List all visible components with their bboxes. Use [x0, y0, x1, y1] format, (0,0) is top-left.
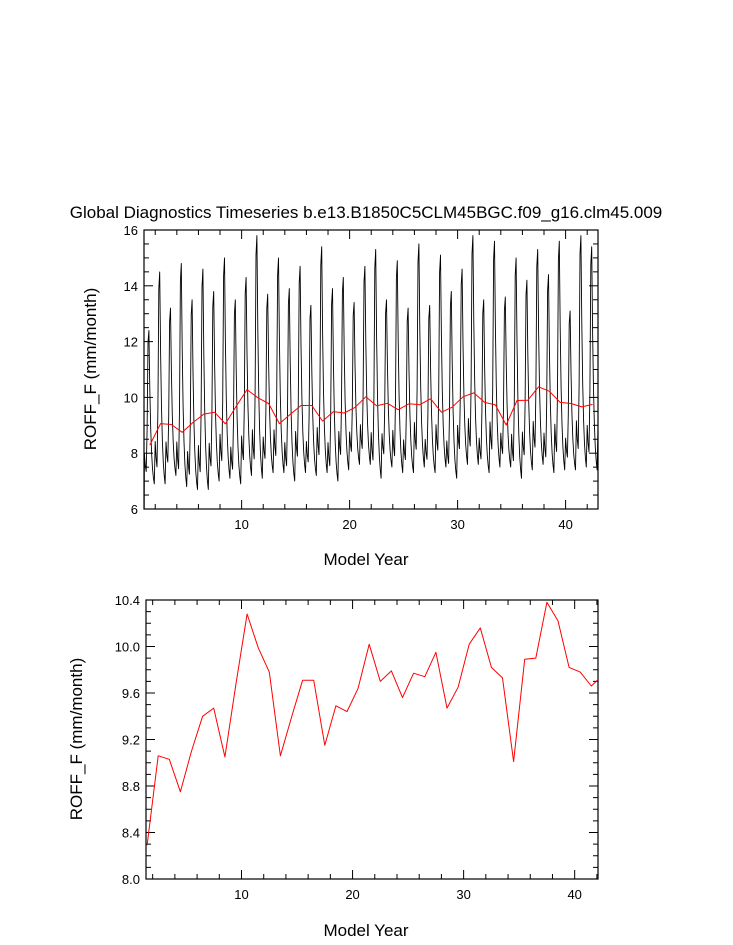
bottom-panel: 8.0 8.4 8.8 9.2 9.6 10.0 10.4 10 20 30 40 Model Ye…	[67, 593, 599, 940]
top-panel: Global Diagnostics Timeseries b.e13.B185…	[70, 203, 663, 569]
bottom-y-tick-label: 8.8	[122, 779, 140, 794]
bottom-y-tick-label: 9.2	[122, 733, 140, 748]
bottom-y-tick-label: 9.6	[122, 686, 140, 701]
top-y-tick-label: 16	[124, 223, 138, 238]
bottom-y-tick-label: 10.0	[115, 640, 140, 655]
bottom-x-tick-label: 20	[345, 887, 359, 902]
top-y-tick-label: 6	[131, 502, 138, 517]
top-y-tick-label: 14	[124, 279, 138, 294]
top-y-axis-title: ROFF_F (mm/month)	[81, 288, 100, 450]
top-y-tick-label: 8	[131, 446, 138, 461]
top-x-axis-title: Model Year	[323, 550, 408, 569]
top-x-tick-label: 30	[450, 517, 464, 532]
top-annual-series-line	[149, 386, 593, 446]
bottom-y-axis-title: ROFF_F (mm/month)	[67, 658, 86, 820]
bottom-annual-series-line	[146, 601, 598, 846]
top-series	[144, 235, 598, 509]
chart-title: Global Diagnostics Timeseries b.e13.B185…	[70, 203, 663, 222]
top-x-tick-label: 20	[342, 517, 356, 532]
bottom-y-tick-label: 8.4	[122, 826, 140, 841]
bottom-plot-frame	[145, 599, 599, 880]
bottom-x-axis-title: Model Year	[323, 921, 408, 940]
top-x-tick-label: 40	[558, 517, 572, 532]
bottom-series	[146, 601, 598, 846]
top-y-tick-label: 10	[124, 390, 138, 405]
bottom-x-tick-label: 30	[456, 887, 470, 902]
top-monthly-series-line	[144, 235, 598, 509]
top-x-tick-label: 10	[234, 517, 248, 532]
bottom-ticks: 8.0 8.4 8.8 9.2 9.6 10.0 10.4 10 20 30 40	[115, 593, 598, 902]
top-ticks: 6 8 10 12 14 16 10 20 30 40	[124, 223, 598, 532]
bottom-x-tick-label: 40	[567, 887, 581, 902]
bottom-y-tick-label: 10.4	[115, 593, 140, 608]
bottom-y-tick-label: 8.0	[122, 872, 140, 887]
bottom-x-tick-label: 10	[234, 887, 248, 902]
top-y-tick-label: 12	[124, 335, 138, 350]
